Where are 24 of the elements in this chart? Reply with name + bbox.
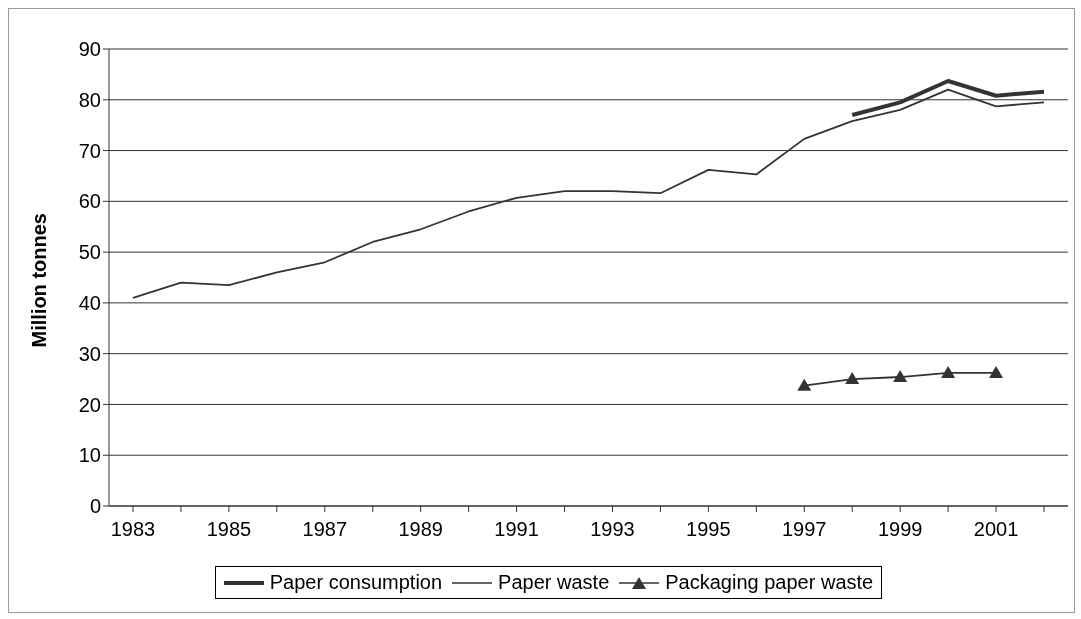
y-axis-title: Million tonnes (28, 213, 51, 348)
x-tick-label: 1999 (877, 518, 923, 541)
x-tick-label: 1991 (494, 518, 539, 541)
y-tick-label: 30 (78, 342, 101, 365)
legend-label: Paper consumption (269, 571, 443, 594)
x-tick-label: 1997 (782, 518, 827, 541)
y-tick-label: 20 (78, 393, 101, 416)
x-tick-label: 1985 (206, 518, 252, 541)
legend-label: Paper waste (498, 571, 610, 594)
y-tick-label: 0 (89, 495, 101, 518)
y-tick-label: 10 (78, 444, 101, 467)
y-tick-label: 90 (78, 38, 101, 61)
legend-label: Packaging paper waste (665, 571, 874, 594)
y-tick-label: 40 (78, 291, 101, 314)
x-tick-label: 1983 (110, 518, 156, 541)
y-tick-label: 60 (78, 190, 101, 213)
x-tick-label: 1989 (398, 518, 443, 541)
x-tick-label: 1995 (686, 518, 731, 541)
y-tick-label: 70 (78, 139, 101, 162)
y-tick-label: 50 (78, 241, 101, 264)
x-tick-label: 1993 (590, 518, 635, 541)
x-tick-label: 1987 (302, 518, 348, 541)
x-tick-label: 2001 (973, 518, 1019, 541)
y-tick-label: 80 (78, 88, 101, 111)
